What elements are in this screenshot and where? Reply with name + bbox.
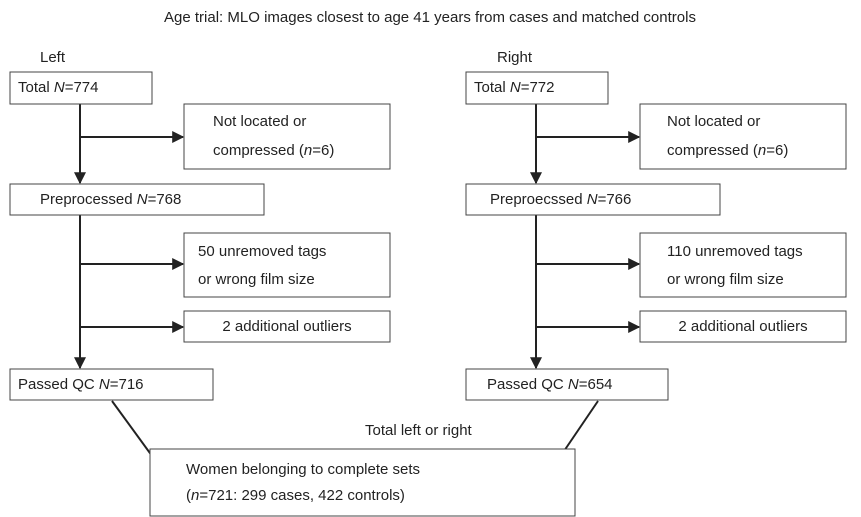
- text-part: =766: [598, 191, 632, 208]
- title: Age trial: MLO images closest to age 41 …: [164, 9, 696, 26]
- node: 2 additional outliers: [183, 310, 391, 343]
- text-part: Total: [474, 79, 510, 96]
- merge-label: Total left or right: [365, 422, 473, 439]
- node: Not located or compressed (n=6): [639, 103, 847, 170]
- node-text: Total N=774: [18, 79, 99, 96]
- node-text: or wrong film size: [198, 271, 315, 288]
- text-part: compressed (: [667, 142, 758, 159]
- text-part: n: [304, 142, 312, 159]
- text-part: =774: [65, 79, 99, 96]
- node-text: 50 unremoved tags: [198, 243, 326, 260]
- node-text: Women belonging to complete sets: [186, 461, 420, 478]
- node: Women belonging to complete sets (n=721: …: [149, 448, 576, 517]
- node: Total N=772: [465, 71, 609, 105]
- text-part: n: [758, 142, 766, 159]
- node-text: Preproecssed N=766: [490, 191, 631, 208]
- text-part: =6): [766, 142, 788, 159]
- node-text: 110 unremoved tags: [667, 243, 803, 260]
- right-label: Right: [497, 49, 533, 66]
- node-text: Total N=772: [474, 79, 555, 96]
- text-part: 2 additional outliers: [222, 318, 351, 335]
- text-part: n: [191, 487, 199, 504]
- node-text: 2 additional outliers: [222, 318, 351, 335]
- text-part: or wrong film size: [667, 271, 784, 288]
- node-box: [9, 71, 153, 105]
- node: Passed QC N=654: [465, 368, 669, 401]
- node-text: (n=721: 299 cases, 422 controls): [186, 487, 405, 504]
- text-part: 110 unremoved tags: [667, 243, 803, 260]
- node-box: [465, 183, 721, 216]
- text-part: Passed QC: [18, 376, 99, 393]
- node-text: compressed (n=6): [667, 142, 788, 159]
- text-part: Preprocessed: [40, 191, 137, 208]
- node-text: Passed QC N=654: [487, 376, 613, 393]
- node-text: Not located or: [667, 113, 760, 130]
- node: Preprocessed N=768: [9, 183, 265, 216]
- node-box: [639, 232, 847, 298]
- node-box: [639, 103, 847, 170]
- text-part: 2 additional outliers: [678, 318, 807, 335]
- node: Preproecssed N=766: [465, 183, 721, 216]
- node-text: compressed (n=6): [213, 142, 334, 159]
- text-part: =716: [110, 376, 144, 393]
- left-label: Left: [40, 49, 66, 66]
- node-text: 2 additional outliers: [678, 318, 807, 335]
- text-part: 50 unremoved tags: [198, 243, 326, 260]
- text-part: or wrong film size: [198, 271, 315, 288]
- node-box: [465, 368, 669, 401]
- node: 110 unremoved tags or wrong film size: [639, 232, 847, 298]
- node-text: Preprocessed N=768: [40, 191, 181, 208]
- node-box: [149, 448, 576, 517]
- node-box: [183, 232, 391, 298]
- node-text: Passed QC N=716: [18, 376, 144, 393]
- text-part: =721: 299 cases, 422 controls): [199, 487, 405, 504]
- text-part: (: [186, 487, 191, 504]
- node-text: or wrong film size: [667, 271, 784, 288]
- node-box: [183, 103, 391, 170]
- node-box: [639, 310, 847, 343]
- text-part: N: [54, 79, 65, 96]
- node: Passed QC N=716: [9, 368, 214, 401]
- node-text: Not located or: [213, 113, 306, 130]
- arrows: [74, 104, 641, 483]
- text-part: Not located or: [667, 113, 760, 130]
- text-part: Not located or: [213, 113, 306, 130]
- node: Not located or compressed (n=6): [183, 103, 391, 170]
- node-box: [9, 183, 265, 216]
- text-part: compressed (: [213, 142, 304, 159]
- node: 2 additional outliers: [639, 310, 847, 343]
- node-box: [183, 310, 391, 343]
- text-part: Preproecssed: [490, 191, 587, 208]
- node: Total N=774: [9, 71, 153, 105]
- node-box: [9, 368, 214, 401]
- text-part: N: [587, 191, 598, 208]
- text-part: N: [99, 376, 110, 393]
- text-part: =6): [312, 142, 334, 159]
- text-part: N: [510, 79, 521, 96]
- text-part: =654: [579, 376, 613, 393]
- text-part: N: [137, 191, 148, 208]
- node-box: [465, 71, 609, 105]
- text-part: Total: [18, 79, 54, 96]
- text-part: =772: [521, 79, 555, 96]
- text-part: =768: [148, 191, 182, 208]
- text-part: N: [568, 376, 579, 393]
- text-part: Women belonging to complete sets: [186, 461, 420, 478]
- text-part: Passed QC: [487, 376, 568, 393]
- node: 50 unremoved tags or wrong film size: [183, 232, 391, 298]
